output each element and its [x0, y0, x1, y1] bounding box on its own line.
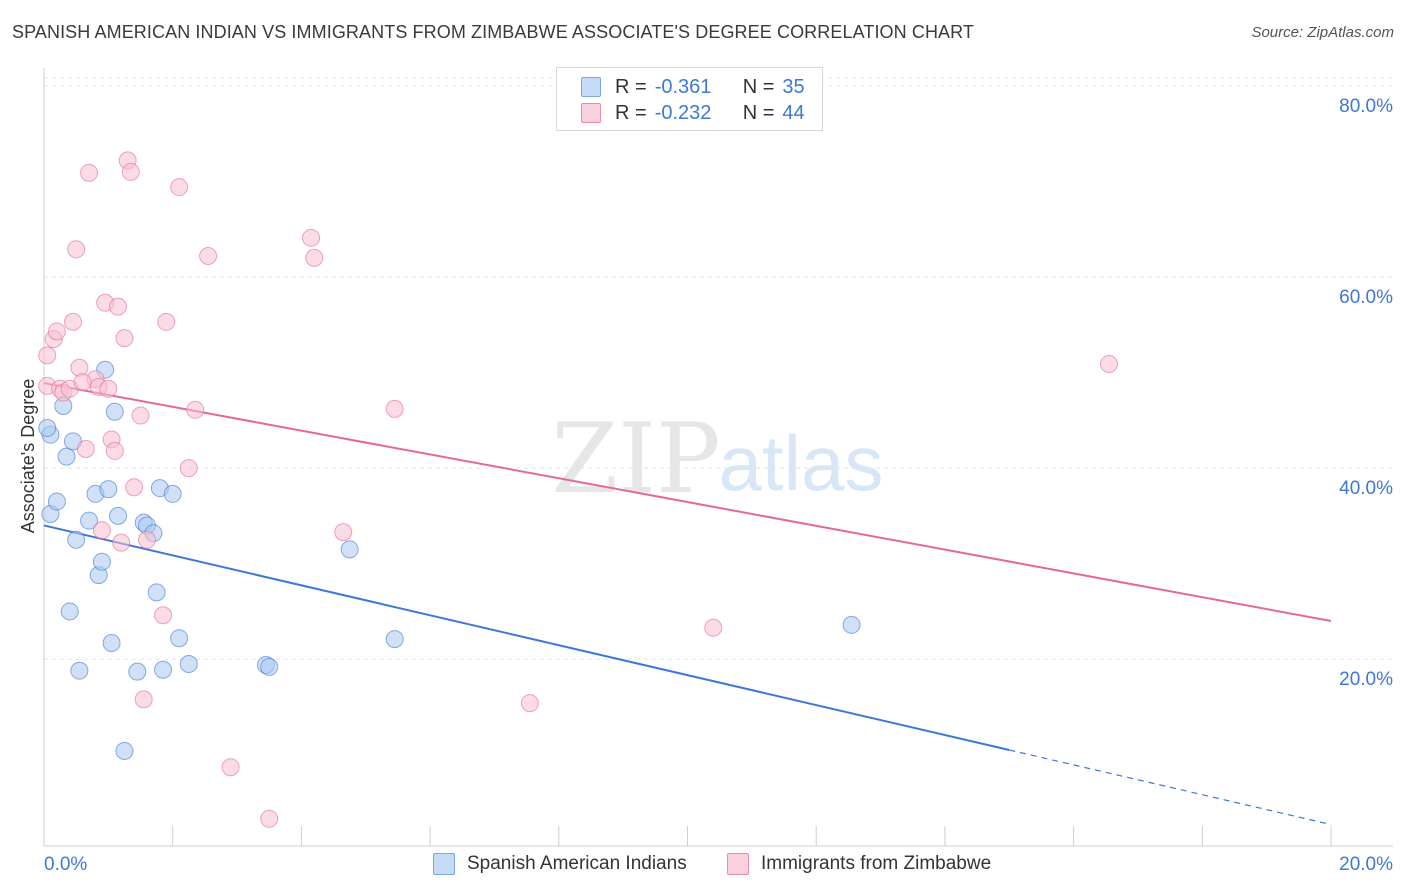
x-tick-label: 0.0%	[44, 854, 87, 875]
bottom-legend-pink: Immigrants from Zimbabwe	[727, 852, 991, 876]
legend-n-value: 35	[782, 75, 805, 98]
data-point-pink	[385, 399, 404, 418]
legend-row-pink: R = -0.232 N = 44	[581, 101, 805, 125]
chart-title: SPANISH AMERICAN INDIAN VS IMMIGRANTS FR…	[12, 22, 975, 42]
bottom-legend-blue: Spanish American Indians	[433, 852, 687, 876]
data-point-pink	[131, 406, 150, 425]
x-tick-label: 20.0%	[1339, 854, 1393, 875]
data-point-pink	[302, 228, 321, 247]
data-point-pink	[170, 178, 189, 197]
legend-swatch-pink	[581, 103, 601, 123]
data-point-pink	[334, 523, 353, 542]
data-point-blue	[80, 511, 99, 530]
data-point-blue	[842, 615, 861, 634]
data-point-blue	[67, 530, 86, 549]
data-points	[38, 151, 1118, 828]
legend-n-value: 44	[782, 101, 805, 124]
trend-line-extension	[1009, 749, 1332, 826]
data-point-pink	[92, 521, 111, 540]
data-point-blue	[115, 741, 134, 760]
data-point-blue	[154, 660, 173, 679]
data-point-pink	[76, 440, 95, 458]
data-point-pink	[73, 373, 92, 392]
data-point-pink	[179, 459, 198, 478]
data-point-blue	[60, 602, 79, 621]
data-point-pink	[112, 533, 131, 552]
legend-r-value: -0.232	[654, 101, 712, 124]
data-point-blue	[57, 447, 76, 466]
axes	[43, 68, 1393, 847]
data-point-pink	[704, 618, 723, 637]
data-point-blue	[102, 633, 121, 652]
data-point-pink	[520, 694, 539, 713]
source-label: Source: ZipAtlas.com	[1251, 24, 1394, 41]
data-point-pink	[115, 329, 134, 348]
y-tick-label: 20.0%	[1339, 669, 1393, 690]
data-point-pink	[157, 312, 176, 331]
tick-labels: 20.0% 40.0% 60.0% 80.0% 0.0% 20.0%	[44, 96, 1393, 875]
data-point-blue	[170, 629, 189, 648]
watermark-zip: ZIP	[551, 403, 720, 515]
data-point-blue	[179, 655, 198, 673]
y-axis-label: Associate's Degree	[18, 379, 38, 534]
watermark: ZIP atlas	[551, 403, 883, 515]
legend-r-value: -0.361	[654, 75, 712, 98]
trend-lines	[43, 382, 1332, 826]
data-point-pink	[105, 441, 124, 460]
y-tick-label: 80.0%	[1339, 96, 1393, 117]
data-point-blue	[260, 657, 279, 676]
bottom-legend-label-blue: Spanish American Indians	[467, 853, 687, 874]
data-point-blue	[99, 480, 118, 499]
data-point-pink	[109, 297, 128, 316]
data-point-blue	[109, 506, 128, 525]
watermark-atlas: atlas	[719, 419, 884, 507]
data-point-blue	[128, 662, 147, 681]
correlation-legend: R = -0.361 N = 35 R = -0.232 N = 44	[556, 67, 823, 131]
data-point-blue	[385, 630, 404, 649]
legend-r-label: R =	[615, 101, 647, 124]
data-point-pink	[137, 530, 156, 549]
data-point-pink	[186, 400, 205, 419]
data-point-pink	[199, 246, 218, 265]
data-point-blue	[340, 540, 359, 559]
trend-line	[43, 524, 1010, 751]
data-point-blue	[163, 484, 182, 503]
data-point-pink	[125, 478, 144, 497]
data-point-pink	[67, 240, 86, 259]
data-point-blue	[147, 583, 166, 602]
legend-n-label: N =	[742, 75, 775, 98]
data-point-blue	[38, 418, 57, 437]
data-point-pink	[221, 758, 240, 777]
data-point-pink	[121, 162, 140, 181]
data-point-blue	[47, 492, 66, 511]
data-point-pink	[305, 248, 324, 267]
data-point-blue	[92, 552, 111, 571]
y-tick-label: 40.0%	[1339, 478, 1393, 499]
data-point-pink	[80, 163, 99, 182]
data-point-pink	[154, 606, 173, 625]
data-point-pink	[38, 346, 57, 365]
data-point-pink	[1099, 354, 1118, 373]
data-point-pink	[99, 379, 118, 398]
data-point-blue	[105, 402, 124, 421]
data-point-pink	[134, 690, 153, 709]
data-point-pink	[63, 312, 82, 331]
bottom-legend-swatch-pink	[727, 853, 749, 875]
bottom-legend-label-pink: Immigrants from Zimbabwe	[761, 853, 992, 874]
legend-swatch-blue	[581, 77, 601, 97]
bottom-legend-swatch-blue	[433, 853, 455, 875]
data-point-pink	[260, 809, 279, 828]
legend-n-label: N =	[742, 101, 775, 124]
data-point-pink	[47, 322, 66, 341]
trend-line	[43, 382, 1332, 622]
legend-row-blue: R = -0.361 N = 35	[581, 75, 805, 99]
legend-r-label: R =	[615, 75, 647, 98]
data-point-blue	[70, 661, 89, 680]
y-tick-label: 60.0%	[1339, 287, 1393, 308]
